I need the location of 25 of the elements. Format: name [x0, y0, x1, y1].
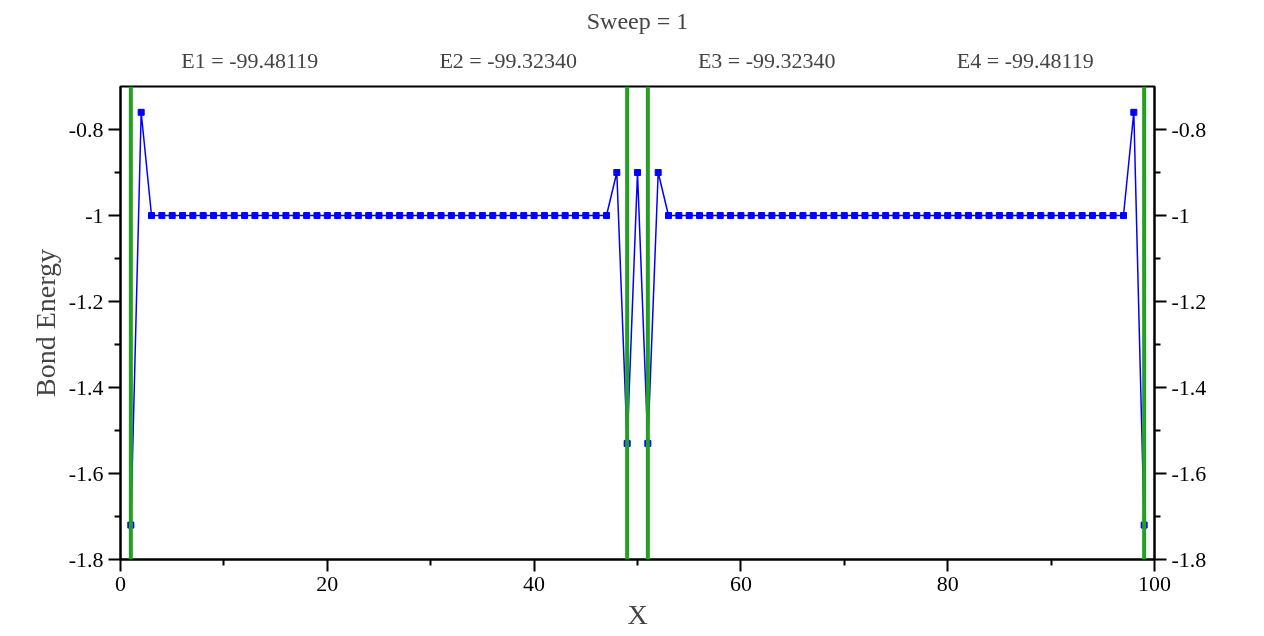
y2-tick-label: -1	[1171, 202, 1190, 228]
text: E3 = -99.32340	[697, 47, 836, 73]
y-tick-label: -1.2	[68, 288, 104, 314]
x-tick-label: 80	[936, 570, 959, 596]
y2-tick-label: -1.2	[1171, 288, 1207, 314]
y-axis-title: Bond Energy	[29, 248, 61, 398]
chart-title: Sweep = 1	[586, 7, 689, 34]
y2-tick-label: -1.6	[1171, 460, 1207, 486]
y-tick-label: -1.6	[68, 460, 104, 486]
text: E2 = -99.32340	[439, 47, 578, 73]
x-tick-label: 40	[523, 570, 546, 596]
y-tick-label: -1.4	[68, 374, 104, 400]
y-tick-label: -0.8	[68, 116, 104, 142]
x-axis-title: X	[627, 598, 648, 630]
text: E4 = -99.48119	[956, 47, 1094, 73]
y-tick-label: -1.8	[68, 546, 104, 572]
x-tick-label: 0	[115, 570, 126, 596]
y2-tick-label: -0.8	[1171, 116, 1207, 142]
x-tick-label: 20	[316, 570, 339, 596]
x-tick-label: 60	[729, 570, 752, 596]
x-tick-label: 100	[1138, 570, 1171, 596]
text: E1 = -99.48119	[181, 47, 319, 73]
y2-tick-label: -1.4	[1171, 374, 1207, 400]
y-tick-label: -1	[85, 202, 104, 228]
y2-tick-label: -1.8	[1171, 546, 1207, 572]
